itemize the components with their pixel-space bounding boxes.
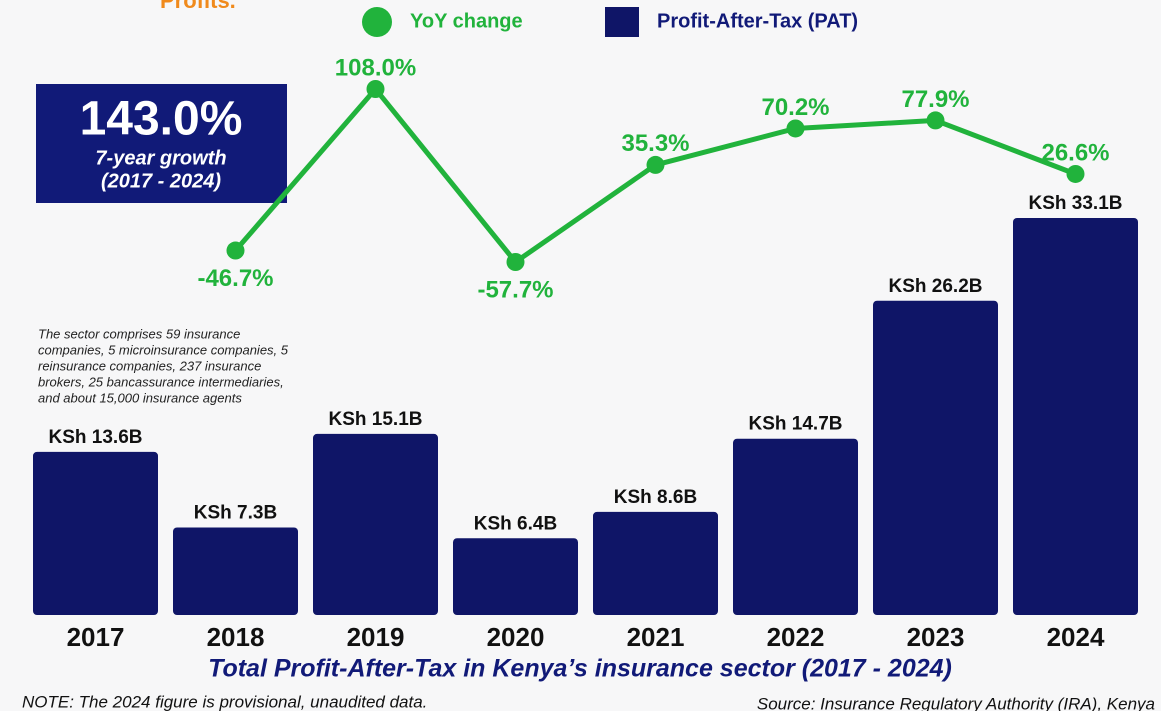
data-label: KSh 8.6B: [614, 487, 697, 508]
note-line: and about 15,000 insurance agents: [38, 390, 242, 405]
data-label: KSh 13.6B: [49, 427, 143, 448]
note-line: companies, 5 microinsurance companies, 5: [38, 342, 289, 357]
data-label: KSh 6.4B: [474, 513, 557, 534]
line-point: [226, 241, 245, 260]
bar: [1013, 218, 1138, 615]
data-label: KSh 14.7B: [749, 414, 843, 435]
data-label: 77.9%: [901, 86, 969, 113]
x-tick-label: 2022: [767, 622, 825, 652]
line-point: [646, 155, 665, 174]
x-tick-label: 2020: [487, 622, 545, 652]
x-tick-label: 2019: [347, 622, 405, 652]
data-label: KSh 33.1B: [1029, 193, 1123, 214]
legend-label: Profit-After-Tax (PAT): [657, 10, 858, 32]
source: Source: Insurance Regulatory Authority (…: [757, 694, 1155, 711]
line-point: [1066, 164, 1085, 183]
x-tick-label: 2023: [907, 622, 965, 652]
chart-title: Total Profit-After-Tax in Kenya’s insura…: [208, 655, 952, 683]
data-label: 26.6%: [1041, 139, 1109, 166]
legend-swatch: [362, 7, 392, 37]
highlight-value: 143.0%: [80, 93, 243, 146]
line-point: [786, 119, 805, 138]
note-line: The sector comprises 59 insurance: [38, 326, 240, 341]
data-label: 70.2%: [761, 94, 829, 121]
bar: [453, 538, 578, 615]
data-label: KSh 26.2B: [889, 276, 983, 297]
note-line: reinsurance companies, 237 insurance: [38, 358, 261, 373]
data-label: KSh 7.3B: [194, 502, 277, 523]
bar: [593, 511, 718, 615]
x-tick-label: 2018: [207, 622, 265, 652]
header-text: Profits.: [160, 0, 236, 13]
line-point: [506, 253, 525, 271]
data-label: 35.3%: [621, 130, 689, 157]
bar: [733, 438, 858, 615]
data-label: 108.0%: [335, 54, 416, 81]
data-label: -46.7%: [197, 265, 273, 292]
bar: [33, 451, 158, 615]
highlight-line: 7-year growth: [95, 147, 226, 169]
x-tick-label: 2024: [1047, 622, 1105, 652]
footnote: NOTE: The 2024 figure is provisional, un…: [22, 692, 427, 711]
bar: [173, 527, 298, 615]
legend-swatch: [605, 7, 639, 37]
highlight-line: (2017 - 2024): [101, 170, 221, 192]
line-point: [366, 80, 385, 98]
bar: [313, 433, 438, 615]
x-tick-label: 2021: [627, 622, 685, 652]
highlight-box: [36, 84, 287, 203]
data-label: -57.7%: [477, 276, 553, 303]
legend-label: YoY change: [410, 10, 523, 32]
data-label: KSh 15.1B: [329, 409, 423, 430]
note-line: brokers, 25 bancassurance intermediaries…: [38, 374, 284, 389]
x-tick-label: 2017: [67, 622, 125, 652]
bar: [873, 300, 998, 615]
line-point: [926, 111, 945, 130]
